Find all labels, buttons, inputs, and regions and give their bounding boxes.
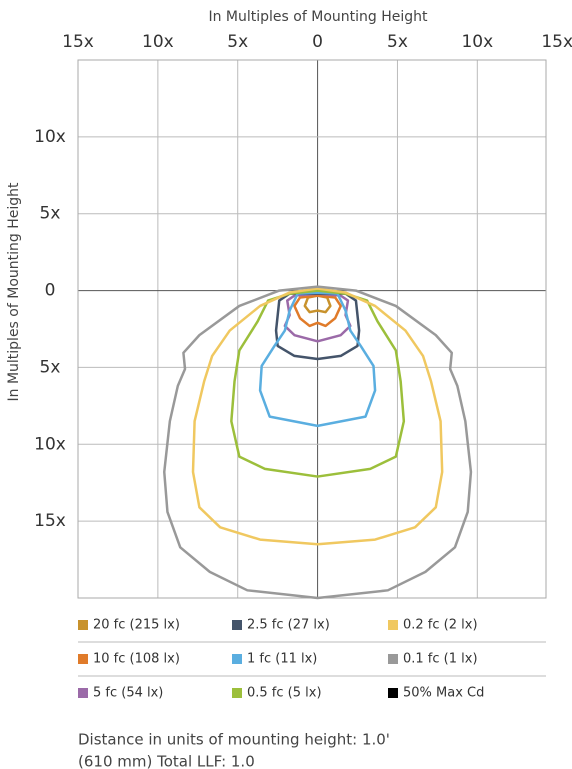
legend-label: 0.2 fc (2 lx) [403,618,478,633]
legend-swatch [388,688,398,698]
y-tick-label: 5x [40,204,61,224]
x-tick-label: 15x [62,32,94,52]
legend-swatch [232,654,242,664]
footnote: Distance in units of mounting height: 1.… [78,731,390,749]
y-tick-label: 10x [34,127,66,147]
y-tick-label: 0 [45,281,56,301]
legend-label: 2.5 fc (27 lx) [247,618,330,633]
x-tick-label: 0 [312,32,323,52]
contour [230,289,406,478]
contour [274,292,361,361]
legend-swatch [78,620,88,630]
legend-label: 10 fc (108 lx) [93,652,180,667]
contour [283,292,352,343]
x-tick-label: 15x [541,32,572,52]
legend-swatch [388,620,398,630]
legend-label: 5 fc (54 lx) [93,686,163,701]
y-tick-label: 15x [34,511,66,531]
y-tick-label: 10x [34,434,66,454]
contour [163,285,473,600]
legend-label: 50% Max Cd [403,686,484,701]
legend-label: 20 fc (215 lx) [93,618,180,633]
x-tick-label: 10x [142,32,174,52]
x-tick-label: 5x [387,32,408,52]
legend-swatch [232,688,242,698]
legend-label: 0.5 fc (5 lx) [247,686,322,701]
contour [191,287,444,546]
legend-swatch [232,620,242,630]
y-axis-title: In Multiples of Mounting Height [6,182,22,402]
x-axis-title: In Multiples of Mounting Height [208,9,428,25]
legend-swatch [388,654,398,664]
x-tick-label: 10x [461,32,493,52]
footnote: (610 mm) Total LLF: 1.0 [78,753,255,769]
contour [303,294,332,314]
plot-border [77,59,547,599]
contour [258,291,377,428]
legend-swatch [78,654,88,664]
y-tick-label: 5x [40,357,61,377]
contour [293,294,343,328]
x-tick-label: 5x [227,32,248,52]
legend-swatch [78,688,88,698]
legend-label: 0.1 fc (1 lx) [403,652,478,667]
legend-label: 1 fc (11 lx) [247,652,317,667]
